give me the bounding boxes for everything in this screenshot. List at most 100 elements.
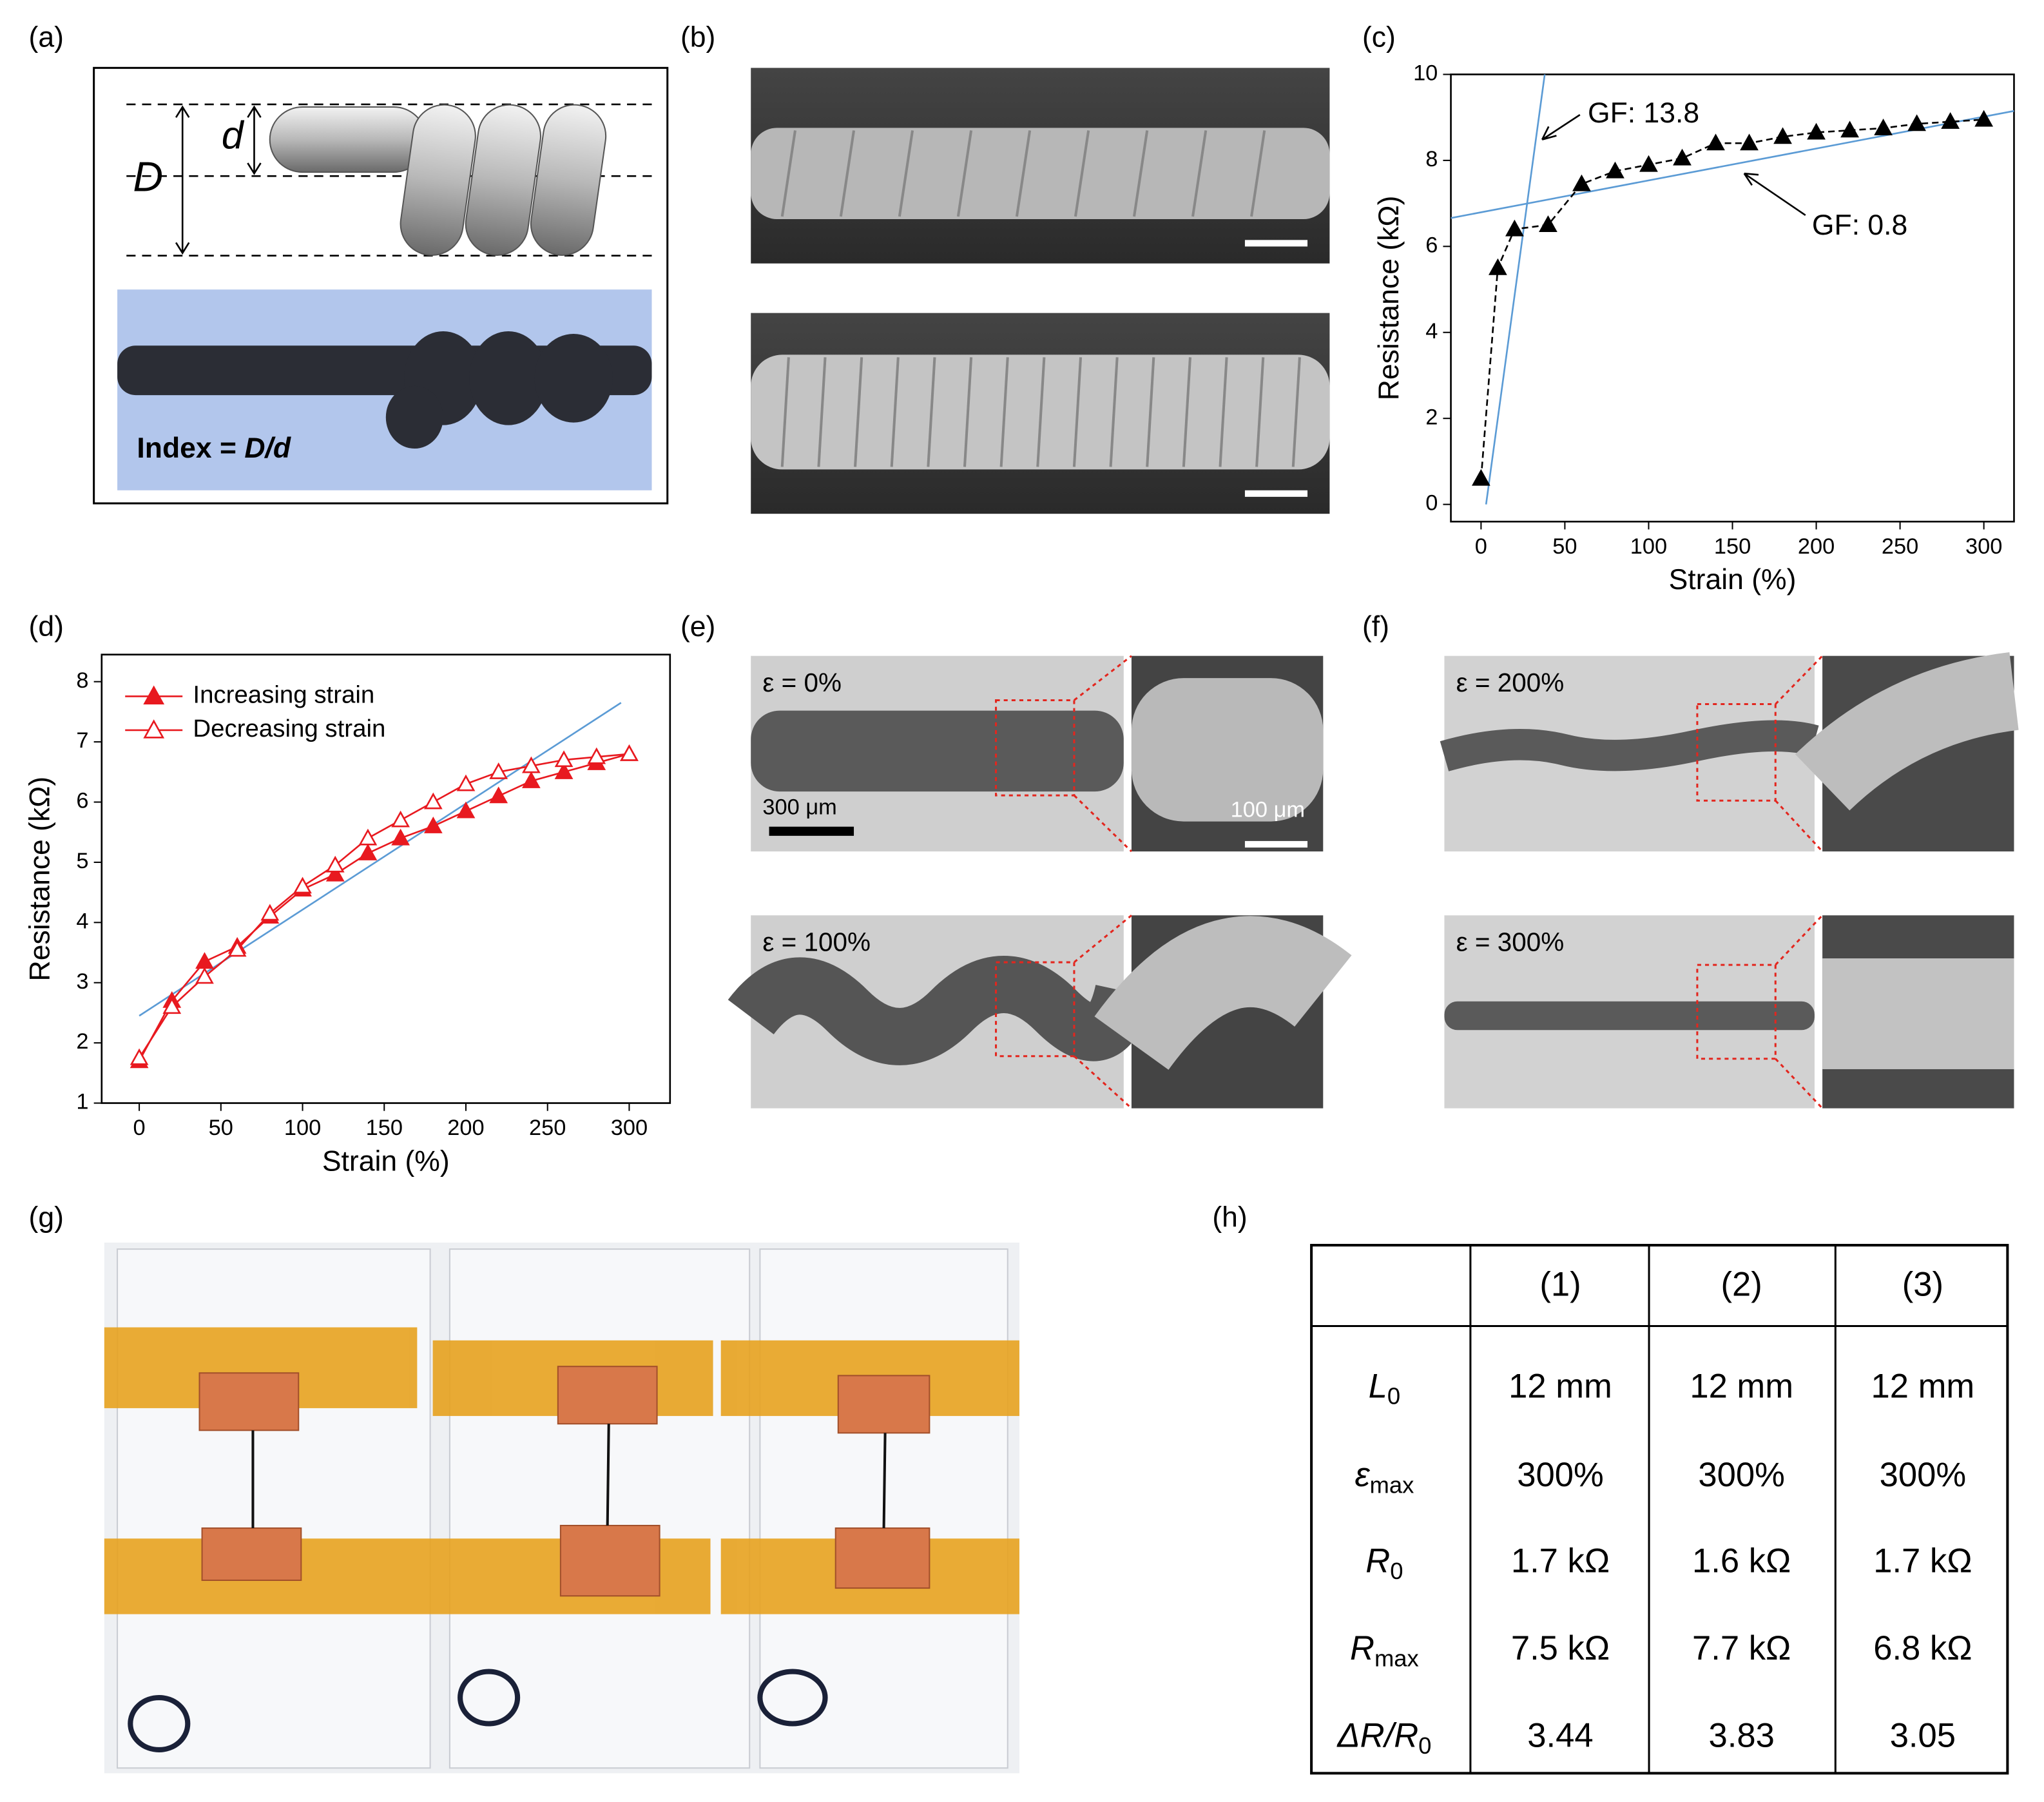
marker [521,756,541,773]
panel-e: ε = 0% 300 μm 100 μm ε = 100% [728,655,1352,1109]
row-label: R0 [1365,1542,1403,1584]
x-tick-label: 50 [1552,534,1577,559]
marker [521,771,541,788]
D-label: D [133,153,163,200]
panel-g [104,1243,1019,1774]
marker [1740,133,1759,151]
legend-marker [143,685,165,705]
marker [1489,258,1507,275]
marker [587,747,606,764]
y-tick-label: 6 [1425,233,1438,257]
table-cell: 7.5 kΩ [1511,1629,1610,1667]
marker [1471,469,1490,486]
zoom-lines [1775,655,1824,853]
y-tick-label: 2 [76,1029,88,1054]
legend-label: Decreasing strain [193,715,385,742]
row-label-sub: 0 [1387,1382,1400,1409]
rope [751,128,1330,219]
x-tick-label: 150 [366,1116,403,1140]
marker [1572,174,1591,191]
row-label-sub: 0 [1418,1732,1431,1759]
marker [358,844,378,860]
y-tick-label: 4 [1425,319,1438,344]
zoom-box [995,961,1075,1058]
capsule [269,106,427,173]
marker [489,762,508,779]
yarn [251,1424,887,1529]
row-label-main: R [1350,1629,1374,1667]
panel-b [751,68,1330,514]
table-cell: 12 mm [1509,1367,1612,1405]
table-cell: 3.05 [1890,1717,1956,1755]
scale-label: 300 μm [762,795,836,819]
y-axis-label: Resistance (kΩ) [1373,196,1405,401]
marker [1505,219,1524,237]
marker [391,828,410,846]
x-tick-label: 200 [1798,534,1835,559]
y-tick-label: 5 [76,849,88,873]
rope [1440,720,1819,771]
marker [1907,114,1926,131]
plot-frame [101,654,671,1104]
marker [260,904,280,921]
series-line [1480,119,1984,479]
table-rules [1311,1245,2008,1774]
panel-f: ε = 200% ε = 300% [1440,652,2020,1109]
marker [162,997,182,1014]
table-cell: 7.7 kΩ [1692,1629,1791,1667]
annotation: GF: 13.8 [1588,97,1699,129]
marker [195,952,214,969]
copper-pads [198,1366,930,1597]
fit-line [1485,74,1546,505]
marker [1706,133,1725,151]
series-line [138,753,630,1059]
x-tick-label: 300 [611,1116,648,1140]
coils [400,104,607,256]
table-cell: 3.83 [1709,1717,1775,1755]
index-ratio: D/d [244,432,291,464]
rope [1444,1001,1815,1031]
marker [554,750,574,768]
strain-label: ε = 0% [762,668,842,697]
panel-label: (c) [1362,22,1396,53]
y-tick-label: 7 [76,728,88,753]
table-frame [1310,1244,2009,1775]
table-cell: 12 mm [1871,1367,1975,1405]
annotation-arrow [1743,172,1806,217]
x-axis-label: Strain (%) [322,1145,450,1177]
glass-slides [117,1248,1008,1769]
panel-label: (b) [680,22,715,53]
marker [1840,121,1859,138]
x-tick-label: 300 [1965,534,2002,559]
scale-bar [1244,490,1308,497]
rope-inset [1094,916,1352,1071]
marker [456,801,476,819]
zoom-lines [1775,915,1824,1109]
marker [325,864,345,882]
marker [1974,110,1994,127]
row-label-sub: max [1374,1645,1419,1671]
y-tick-label: 2 [1425,405,1438,429]
marker [1773,127,1792,144]
x-tick-label: 200 [447,1116,484,1140]
y-axis-label: Resistance (kΩ) [24,777,55,982]
panel-label: (e) [680,611,715,643]
panel-label: (d) [29,611,64,643]
row-label: L0 [1369,1367,1401,1409]
marker [1606,161,1625,179]
scale-label: 100 μm [1231,797,1305,822]
scale-bar [1244,840,1308,848]
x-tick-label: 250 [529,1116,566,1140]
y-tick-label: 10 [1413,61,1438,86]
row-label-main: R [1365,1542,1390,1580]
marker [423,792,443,809]
marker-circles [128,1669,828,1752]
column-header: (1) [1539,1266,1581,1304]
table-cell: 1.7 kΩ [1511,1542,1610,1580]
scale-bar [1244,240,1308,247]
coil-grooves [780,130,1301,467]
fit-line [139,702,622,1017]
row-label: Rmax [1350,1629,1419,1671]
table-cell: 3.44 [1527,1717,1593,1755]
x-tick-label: 0 [133,1116,146,1140]
